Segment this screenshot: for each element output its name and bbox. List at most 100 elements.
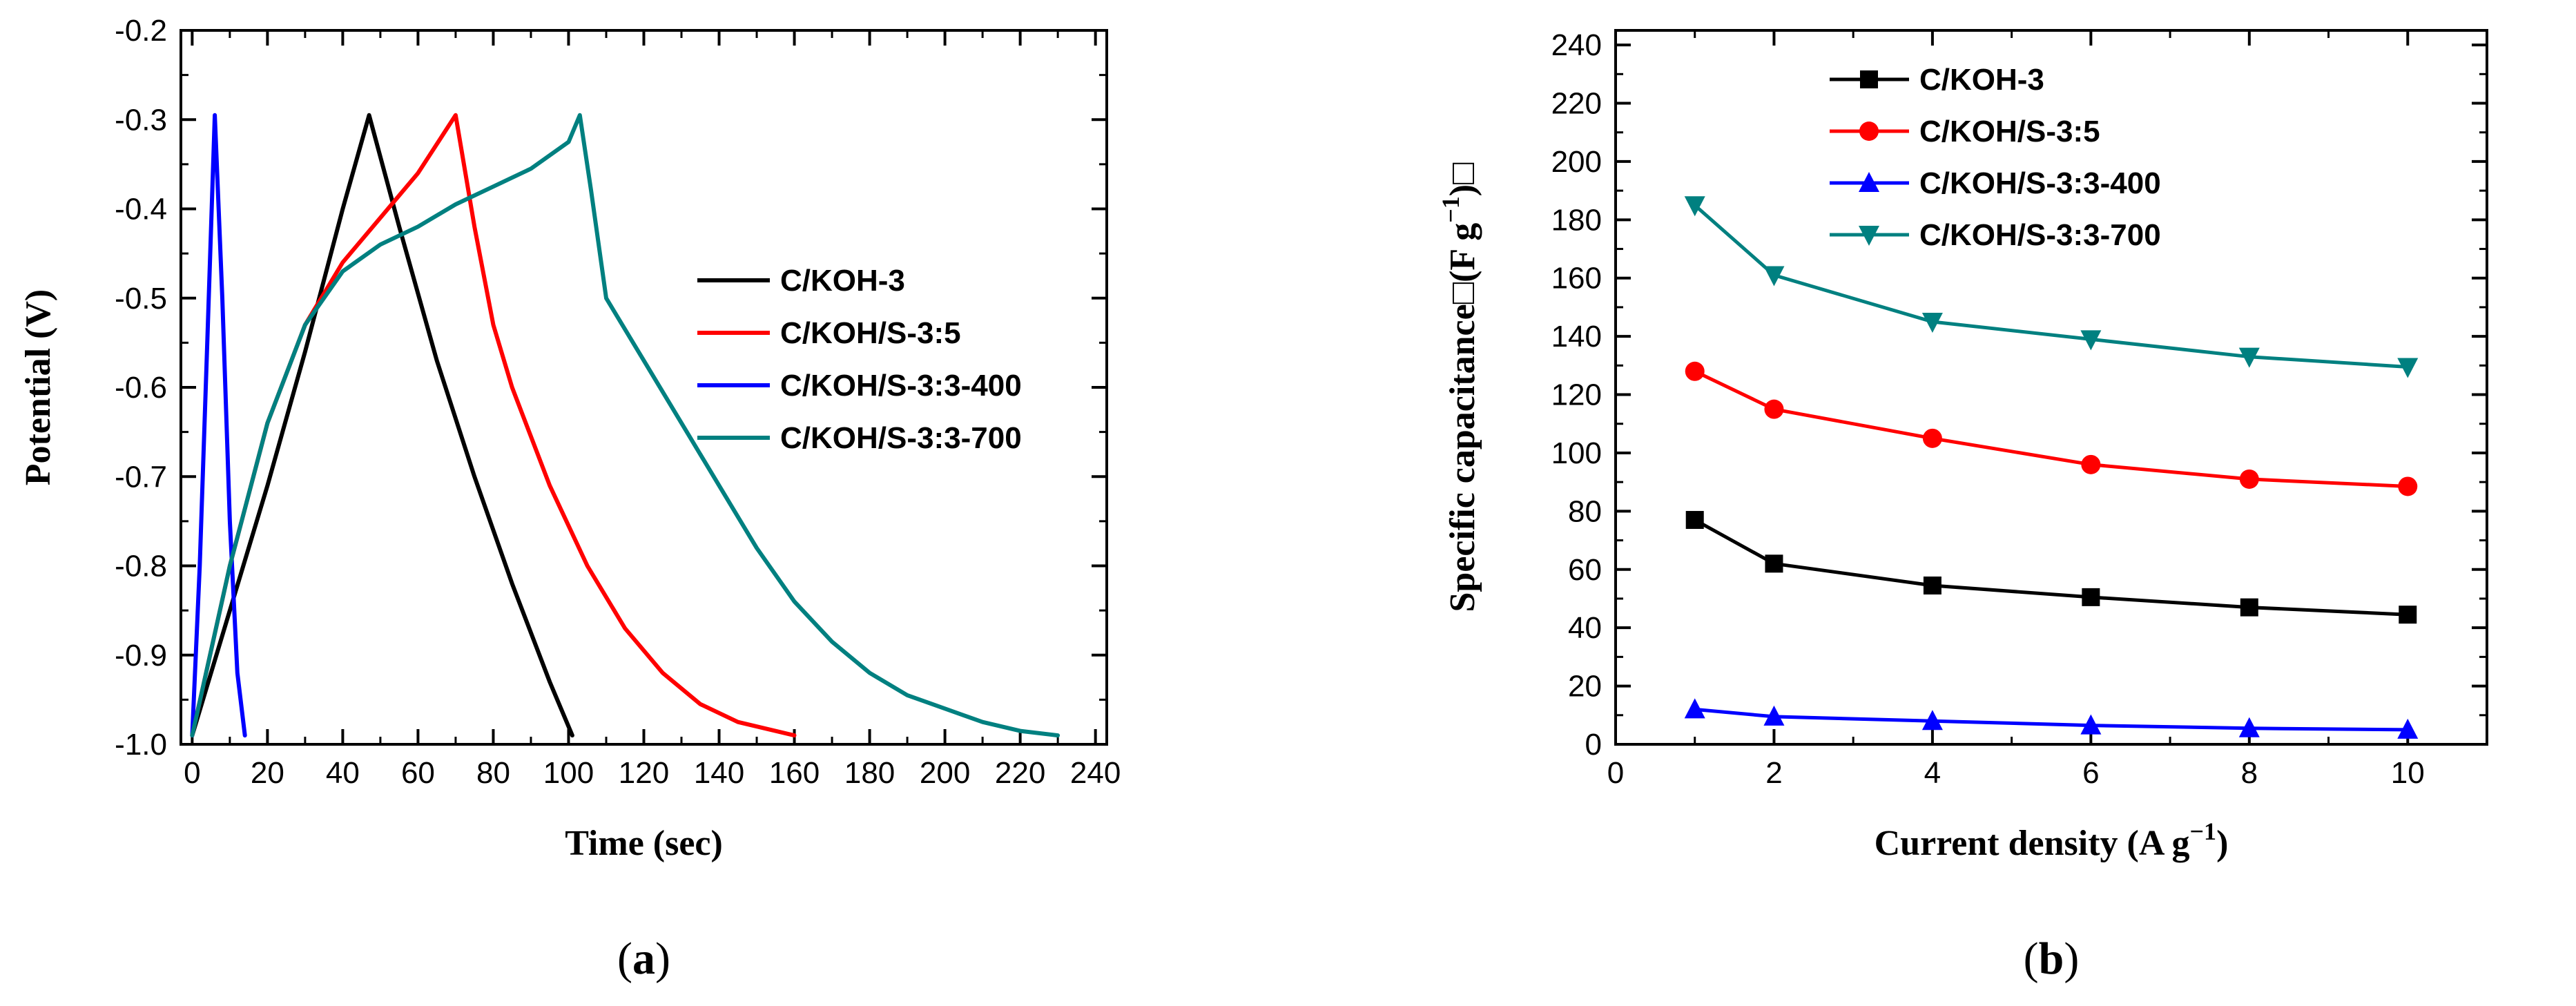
- x-tick-label: 120: [619, 756, 669, 790]
- panel-b: 0 2 4 6 8 10020406080100120140160180200220240…: [1437, 28, 2488, 984]
- x-axis-title: Current density (A g−1): [1875, 818, 2229, 863]
- x-axis-title-tail: ): [2216, 824, 2228, 863]
- legend-label-1: C/KOH-3: [780, 264, 905, 298]
- series-2-point-4: [2081, 454, 2101, 474]
- series-line-1: [1694, 518, 2408, 617]
- x-tick-label: 6: [2082, 756, 2099, 790]
- series-1-point-6: [2399, 606, 2417, 624]
- y-tick-label: 60: [1568, 553, 1602, 587]
- series-2-point-2: [1764, 399, 1784, 419]
- x-axis-title-main: Current density (A g: [1875, 824, 2190, 863]
- x-tick-label: 2: [1765, 756, 1782, 790]
- series-line-4: [1694, 204, 2408, 369]
- y-tick-label: 40: [1568, 611, 1602, 645]
- x-tick-label: 4: [1924, 756, 1941, 790]
- series-4-point-4: [2080, 330, 2102, 351]
- series-4-point-5: [2238, 347, 2260, 368]
- series-4-point-2: [1763, 266, 1785, 287]
- series-1-point-2: [1765, 554, 1783, 573]
- legend-marker-4: [1859, 226, 1879, 246]
- series-line-2: [1694, 369, 2408, 488]
- series-3-point-2: [1763, 705, 1785, 726]
- x-tick-label: 220: [995, 756, 1045, 790]
- series-line-1: [190, 113, 574, 738]
- x-tick-label: 140: [694, 756, 744, 790]
- y-tick-label: 100: [1551, 436, 1602, 470]
- series-4-point-1: [1684, 196, 1705, 217]
- x-tick-label: 8: [2241, 756, 2258, 790]
- y-axis-title-main: Specific capacitance□(F g: [1443, 223, 1482, 612]
- y-axis-title: Specific capacitance□(F g−1)□: [1437, 162, 1482, 612]
- y-axis-title-sup: −1: [1437, 196, 1464, 223]
- legend: C/KOH-3 C/KOH/S-3:5 C/KOH/S-3:3-400 C/KOH/S…: [697, 264, 1022, 455]
- x-axis-title: Time (sec): [565, 824, 723, 863]
- series-1-point-5: [2240, 598, 2258, 617]
- series-3-point-1: [1684, 698, 1705, 719]
- series-4-point-3: [1921, 313, 1943, 333]
- series-2-point-5: [2239, 469, 2259, 489]
- series-2-point-6: [2398, 476, 2418, 496]
- series-2-point-3: [1922, 428, 1942, 448]
- legend-marker-2: [1859, 122, 1879, 141]
- series-1-point-4: [2082, 588, 2100, 606]
- legend-label-1: C/KOH-3: [1919, 63, 2044, 97]
- panel-label-close: ): [2064, 934, 2079, 984]
- plot-frame: [1614, 29, 2488, 746]
- y-tick-label: 240: [1551, 28, 1602, 62]
- y-tick-label: -0.8: [115, 550, 167, 583]
- y-tick-label: -0.5: [115, 282, 167, 316]
- y-tick-label: 120: [1551, 378, 1602, 412]
- x-tick-label: 80: [476, 756, 510, 790]
- panel-label: (a): [617, 934, 670, 984]
- legend-label-2: C/KOH/S-3:5: [780, 316, 961, 350]
- x-tick-label: 20: [251, 756, 284, 790]
- y-tick-label: 20: [1568, 670, 1602, 704]
- series-3-point-6: [2397, 718, 2419, 739]
- y-tick-label: -0.9: [115, 639, 167, 673]
- y-tick-label: -0.4: [115, 193, 167, 226]
- panel-label: (b): [2024, 934, 2080, 984]
- series-line-3: [1694, 707, 2408, 732]
- series-2-point-1: [1685, 361, 1705, 381]
- y-tick-label: -1.0: [115, 728, 167, 762]
- legend-label-2: C/KOH/S-3:5: [1919, 115, 2100, 148]
- x-tick-label: 60: [401, 756, 435, 790]
- legend-label-4: C/KOH/S-3:3-700: [1919, 218, 2161, 252]
- x-tick-label: 240: [1070, 756, 1121, 790]
- panel-label-open: (: [617, 934, 632, 984]
- y-tick-label: 160: [1551, 262, 1602, 296]
- y-tick-label: 200: [1551, 145, 1602, 179]
- y-tick-label: -0.2: [115, 14, 167, 48]
- series-3-point-3: [1921, 710, 1943, 731]
- y-tick-label: 140: [1551, 320, 1602, 354]
- x-axis-title-sup: −1: [2190, 818, 2217, 845]
- series-3-point-4: [2080, 714, 2102, 735]
- y-tick-label: 0: [1585, 728, 1602, 762]
- legend-label-3: C/KOH/S-3:3-400: [1919, 166, 2161, 200]
- panel-label-close: ): [655, 934, 670, 984]
- legend-marker-1: [1860, 70, 1878, 88]
- x-tick-label: 0: [184, 756, 200, 790]
- y-axis-title: Potential (V): [19, 289, 58, 485]
- series-4-point-6: [2397, 358, 2419, 378]
- y-tick-label: 180: [1551, 203, 1602, 237]
- panel-label-letter: b: [2039, 934, 2064, 984]
- panel-a: 0 20 40 60 80 100 120 140 160 180 200 220 240 -1.0 -0.…: [19, 14, 1121, 984]
- series-line-4: [190, 113, 1061, 738]
- y-tick-label: 80: [1568, 494, 1602, 528]
- x-tick-label: 40: [326, 756, 360, 790]
- legend-label-4: C/KOH/S-3:3-700: [780, 421, 1022, 455]
- y-tick-label: -0.7: [115, 460, 167, 494]
- panel-label-letter: a: [632, 934, 655, 984]
- y-axis-title-tail: )□: [1443, 162, 1482, 196]
- x-tick-label: 10: [2391, 756, 2425, 790]
- y-tick-label: -0.6: [115, 371, 167, 405]
- legend-label-3: C/KOH/S-3:3-400: [780, 369, 1022, 403]
- series-line-3: [190, 113, 247, 738]
- y-tick-label: 220: [1551, 87, 1602, 121]
- x-tick-label: 200: [920, 756, 970, 790]
- series-1-point-3: [1923, 576, 1941, 594]
- y-tick-label: -0.3: [115, 103, 167, 137]
- x-tick-label: 160: [769, 756, 820, 790]
